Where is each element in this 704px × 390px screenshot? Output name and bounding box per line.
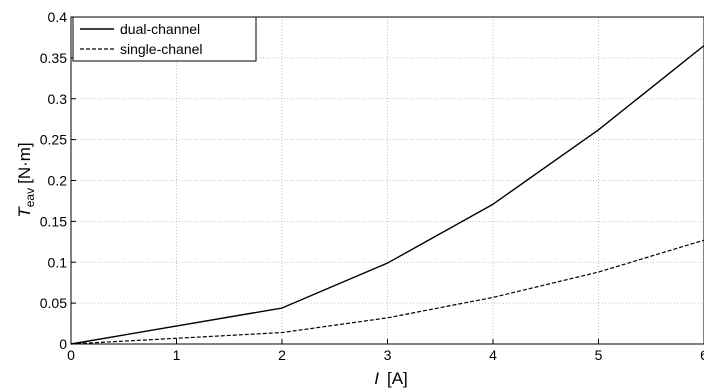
x-axis-label: I [A] bbox=[374, 369, 408, 388]
x-tick-label: 1 bbox=[173, 347, 181, 363]
y-tick-label: 0.25 bbox=[40, 132, 67, 148]
y-axis-label: Teav [N·m] bbox=[15, 142, 37, 217]
series bbox=[70, 45, 704, 345]
x-tick-label: 3 bbox=[384, 347, 392, 363]
legend-label-dual-channel: dual-channel bbox=[120, 21, 200, 37]
x-tick-label: 0 bbox=[67, 347, 75, 363]
y-tick-label: 0.2 bbox=[48, 173, 68, 189]
y-tick-label: 0.3 bbox=[48, 91, 68, 107]
y-tick-label: 0 bbox=[59, 336, 67, 352]
legend-box bbox=[72, 16, 257, 62]
y-tick-label: 0.4 bbox=[48, 9, 68, 25]
ticks: 0 1 2 3 4 5 6 0 0.05 0.1 0.15 0.2 0.25 0.3 0.35 0.4 bbox=[40, 9, 704, 363]
legend-label-single-chanel: single-chanel bbox=[120, 41, 203, 57]
series-line-dual-channel bbox=[70, 45, 704, 345]
legend: dual-channel single-chanel bbox=[72, 16, 257, 62]
y-tick-label: 0.05 bbox=[40, 295, 67, 311]
plot-area-frame bbox=[70, 16, 704, 345]
y-tick-label: 0.15 bbox=[40, 213, 67, 229]
x-axis-unit: [A] bbox=[387, 369, 408, 388]
y-axis-unit: [N·m] bbox=[15, 142, 34, 184]
series-line-single-chanel bbox=[70, 239, 704, 345]
y-tick-label: 0.1 bbox=[48, 254, 68, 270]
x-tick-label: 2 bbox=[278, 347, 286, 363]
x-tick-label: 6 bbox=[700, 347, 704, 363]
x-tick-label: 5 bbox=[595, 347, 603, 363]
y-tick-label: 0.35 bbox=[40, 50, 67, 66]
x-axis-symbol: I bbox=[374, 369, 379, 388]
grid bbox=[71, 17, 704, 344]
x-tick-label: 4 bbox=[489, 347, 497, 363]
y-axis-symbol: T bbox=[15, 206, 34, 218]
y-axis-subscript: eav bbox=[23, 188, 37, 207]
